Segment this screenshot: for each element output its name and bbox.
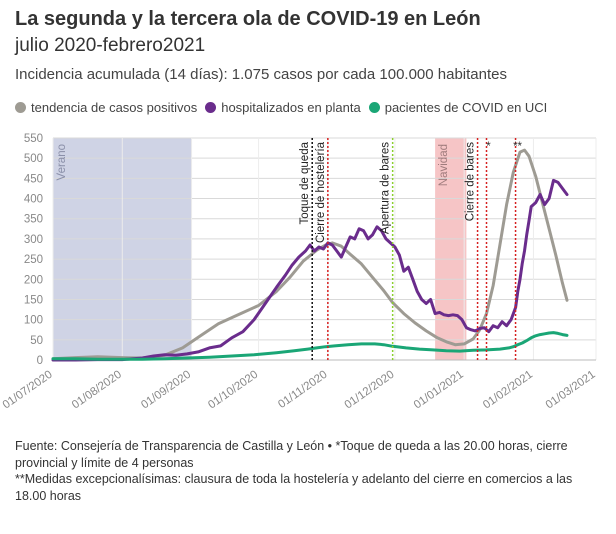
y-tick-label: 100 xyxy=(24,315,43,327)
event-label-asterisk: * xyxy=(486,141,491,153)
legend-item-icu[interactable]: pacientes de COVID en UCI xyxy=(368,100,548,115)
event-label-cierre-de-hosteleria: Cierre de hostelería xyxy=(315,141,327,243)
y-tick-label: 200 xyxy=(24,274,43,286)
y-tick-label: 250 xyxy=(24,254,43,266)
series-line-tendencia-de-casos-positivos xyxy=(51,148,569,361)
legend-swatch-positive-cases xyxy=(15,102,26,113)
footer-note: **Medidas excepcionalísimas: clausura de… xyxy=(15,472,573,503)
y-tick-label: 0 xyxy=(37,355,43,367)
legend-label-icu: pacientes de COVID en UCI xyxy=(384,100,548,115)
legend-swatch-hospitalized xyxy=(205,102,217,113)
legend-item-hospitalized[interactable]: hospitalizados en planta xyxy=(205,100,361,115)
legend-label-positive-cases: tendencia de casos positivos xyxy=(31,100,198,115)
x-tick-label: 01/01/2021 xyxy=(412,369,466,412)
event-label-double-asterisk: ** xyxy=(513,141,522,153)
event-label-apertura-de-bares: Apertura de bares xyxy=(380,142,392,234)
shaded-period-label-navidad: Navidad xyxy=(438,144,450,186)
legend-item-positive-cases[interactable]: tendencia de casos positivos xyxy=(15,100,197,115)
footer-source: Fuente: Consejería de Transparencia de C… xyxy=(15,439,568,470)
chart-footer: Fuente: Consejería de Transparencia de C… xyxy=(15,438,605,504)
y-tick-label: 350 xyxy=(24,214,43,226)
x-tick-label: 01/12/2020 xyxy=(343,369,397,412)
chart-subtitle: julio 2020-febrero2021 xyxy=(15,35,206,56)
y-tick-label: 50 xyxy=(30,335,43,347)
event-label-cierre-de-bares: Cierre de bares xyxy=(465,142,477,222)
x-tick-label: 01/10/2020 xyxy=(206,369,260,412)
y-tick-label: 450 xyxy=(24,173,43,185)
series-line-pacientes-de-covid-en-uci xyxy=(51,331,569,361)
y-tick-label: 400 xyxy=(24,194,43,206)
x-tick-label: 01/11/2020 xyxy=(276,369,329,411)
x-tick-label: 01/03/2021 xyxy=(544,369,598,412)
legend-swatch-icu xyxy=(368,102,380,113)
chart-description: Incidencia acumulada (14 días): 1.075 ca… xyxy=(15,66,507,83)
y-tick-label: 150 xyxy=(24,294,43,306)
event-label-toque-de-queda: Toque de queda xyxy=(299,141,311,224)
x-tick-label: 01/02/2021 xyxy=(481,369,535,412)
chart-plot: 0 50 100 150 200 250 300 350 400 450 500 550 Verano N… xyxy=(1,133,598,412)
chart-legend: tendencia de casos positivos hospitaliza… xyxy=(15,100,555,115)
shaded-period-label-verano: Verano xyxy=(56,144,68,180)
x-tick-label: 01/08/2020 xyxy=(70,369,124,412)
shaded-period-navidad xyxy=(435,138,467,360)
series-line-hospitalizados-en-planta xyxy=(51,178,569,362)
y-tick-label: 550 xyxy=(24,133,43,145)
y-tick-label: 500 xyxy=(24,153,43,165)
x-tick-label: 01/07/2020 xyxy=(1,369,55,412)
legend-label-hospitalized: hospitalizados en planta xyxy=(221,100,361,115)
x-tick-label: 01/09/2020 xyxy=(139,369,193,412)
y-tick-label: 300 xyxy=(24,234,43,246)
chart-title: La segunda y la tercera ola de COVID-19 … xyxy=(15,8,481,30)
